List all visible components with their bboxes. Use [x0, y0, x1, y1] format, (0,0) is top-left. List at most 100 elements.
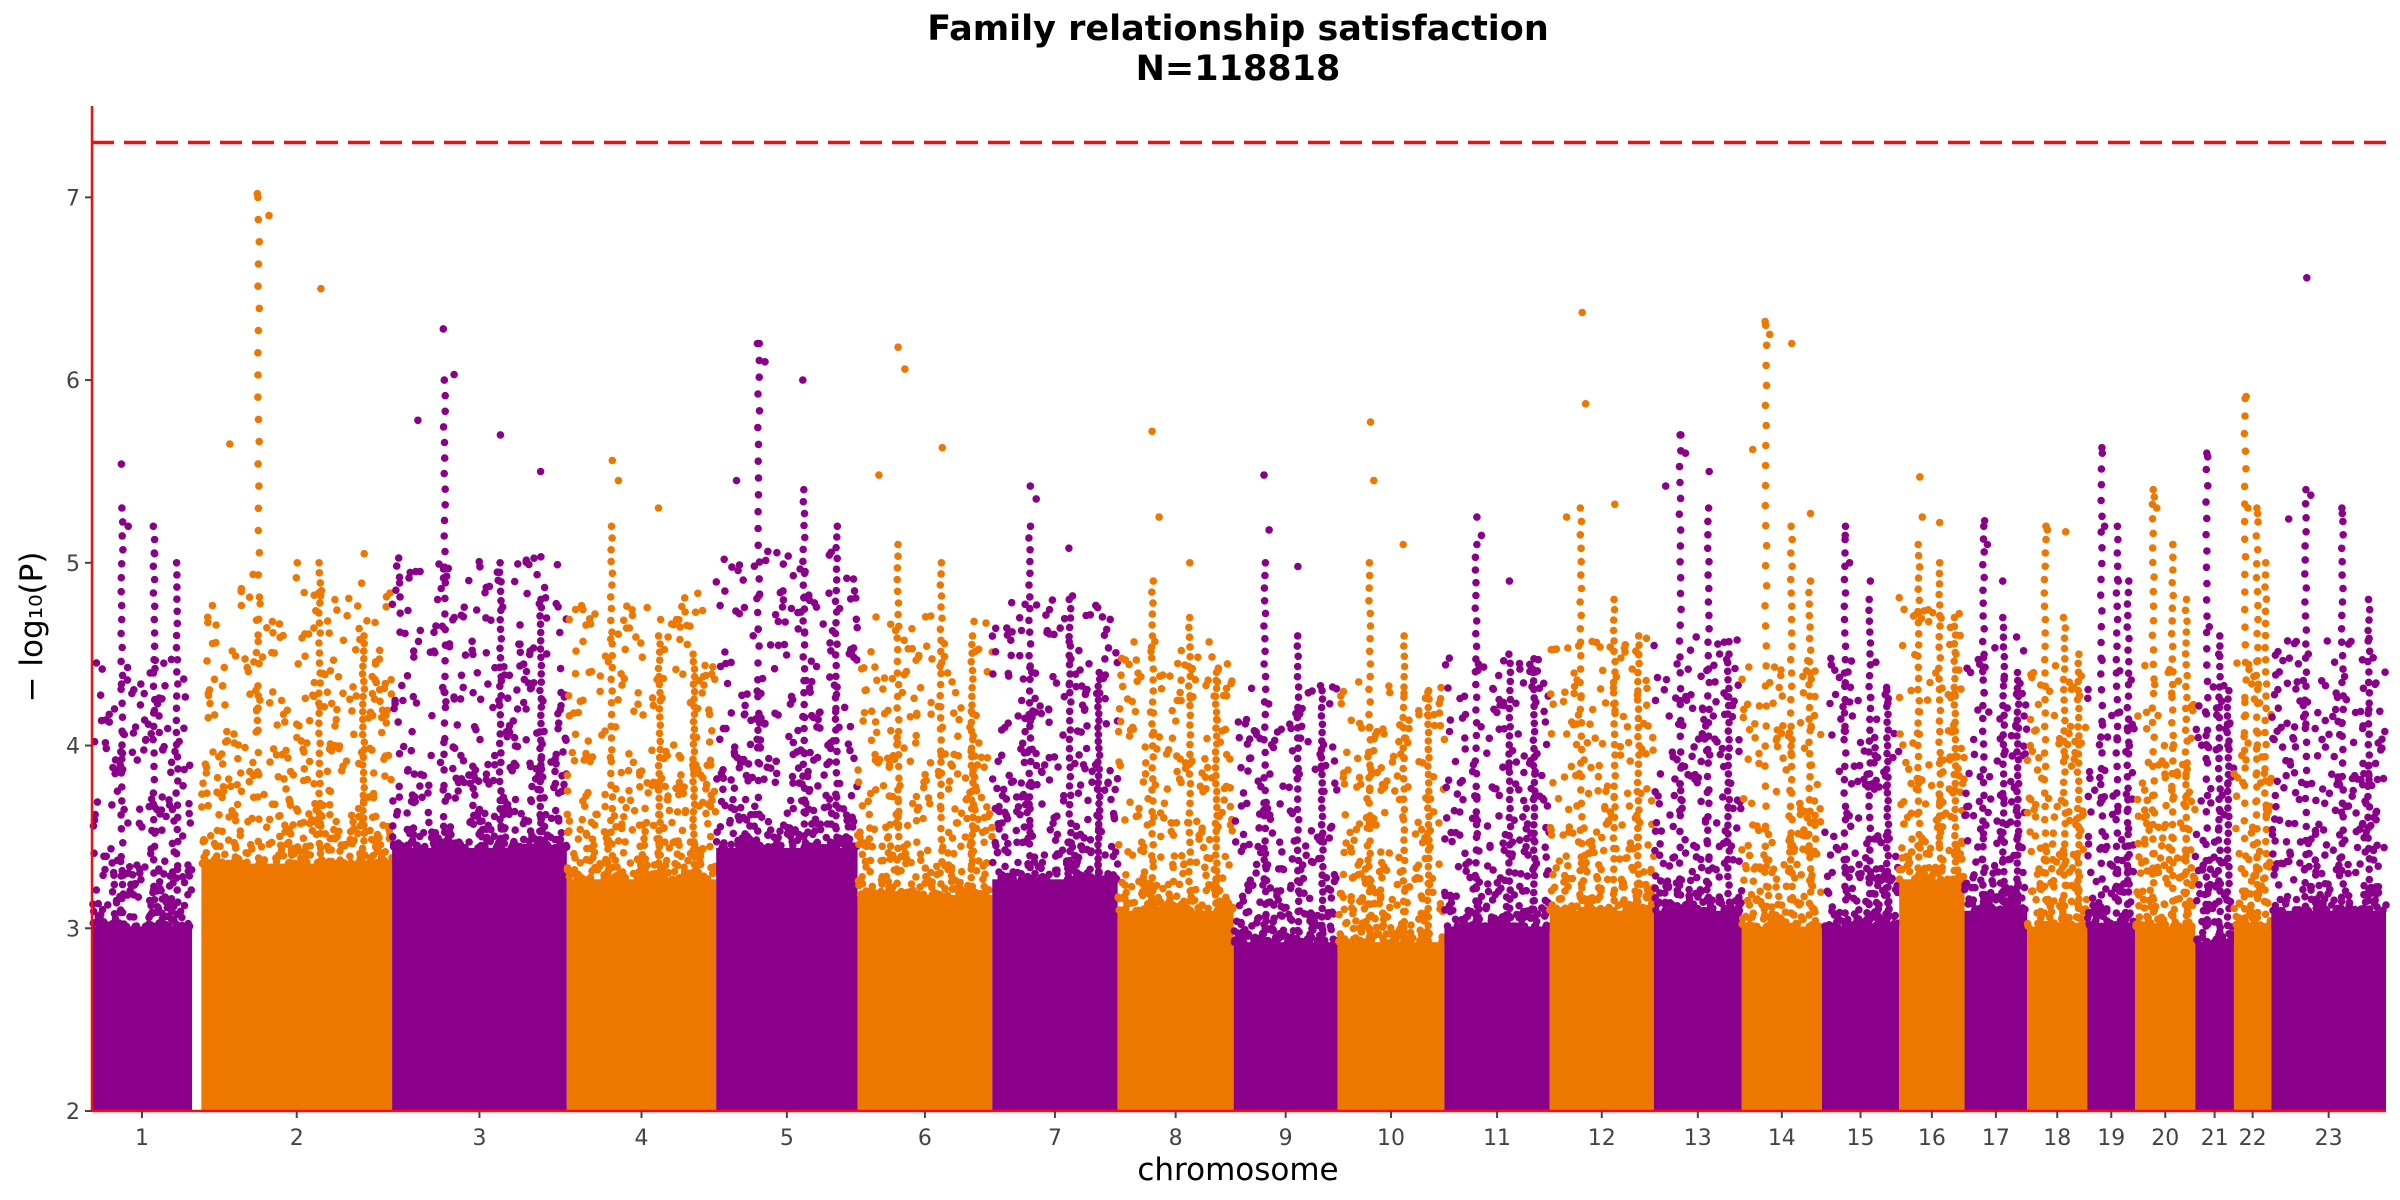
snp-point — [1149, 863, 1158, 871]
snp-point — [1424, 728, 1433, 737]
snp-point — [800, 796, 809, 804]
snp-point — [254, 637, 262, 646]
snp-point — [1711, 678, 1719, 686]
snp-point — [689, 650, 697, 658]
snp-point — [537, 553, 545, 561]
snp-point — [880, 674, 889, 682]
snp-point — [284, 754, 292, 762]
snp-point — [991, 648, 1000, 656]
snp-point — [1131, 707, 1140, 716]
snp-point — [825, 795, 834, 803]
snp-point — [254, 393, 262, 402]
snp-point — [1260, 660, 1268, 668]
snp-point — [1578, 813, 1586, 821]
snp-point — [496, 625, 505, 634]
snp-point — [948, 678, 956, 686]
snp-point — [1594, 787, 1602, 795]
snp-point — [675, 841, 683, 849]
snp-point — [470, 723, 479, 731]
top-snp-point — [150, 549, 159, 558]
snp-point — [1424, 703, 1432, 712]
snp-point — [1530, 812, 1539, 821]
snp-point — [385, 859, 393, 868]
snp-point — [1014, 803, 1023, 811]
snp-point — [643, 603, 651, 612]
snp-point — [813, 838, 822, 847]
snp-point — [536, 786, 545, 794]
snp-point — [410, 770, 419, 778]
snp-point — [1350, 873, 1358, 881]
snp-point — [1359, 919, 1367, 927]
snp-point — [360, 859, 368, 868]
snp-point — [908, 624, 916, 633]
snp-point — [1186, 672, 1195, 681]
snp-point — [1479, 663, 1488, 671]
snp-point — [812, 603, 821, 611]
snp-point — [1166, 672, 1174, 680]
snp-point — [800, 736, 808, 745]
snp-point — [234, 754, 242, 763]
snp-point — [1118, 682, 1127, 691]
snp-point — [988, 832, 996, 841]
top-snp-point — [253, 189, 262, 198]
snp-point — [894, 821, 903, 829]
snp-point — [604, 845, 612, 853]
snp-point — [1506, 677, 1515, 686]
snp-point — [1148, 588, 1156, 596]
snp-point — [1473, 540, 1481, 549]
snp-point — [1116, 717, 1125, 726]
snp-point — [1288, 855, 1297, 863]
snp-point — [887, 726, 895, 735]
snp-point — [997, 726, 1006, 734]
snp-point — [1128, 851, 1137, 859]
snp-point — [654, 859, 663, 867]
snp-point — [1031, 694, 1039, 703]
snp-point — [854, 766, 862, 774]
snp-point — [172, 789, 180, 797]
snp-point — [970, 617, 978, 626]
snp-point — [150, 655, 158, 664]
snp-point — [690, 687, 699, 696]
snp-point — [456, 840, 465, 849]
snp-point — [268, 617, 277, 626]
snp-point — [133, 756, 142, 764]
snp-point — [1075, 646, 1083, 655]
snp-point — [364, 714, 373, 722]
snp-point — [1366, 660, 1375, 668]
snp-point — [868, 842, 877, 851]
snp-point — [832, 758, 841, 766]
snp-point — [149, 589, 158, 597]
snp-point — [323, 688, 332, 696]
snp-point — [893, 891, 902, 899]
snp-point — [1026, 734, 1035, 742]
snp-point — [254, 215, 263, 224]
snp-point — [689, 762, 698, 771]
snp-point — [931, 889, 939, 897]
snp-point — [528, 831, 536, 840]
snp-point — [1587, 837, 1596, 845]
snp-point — [368, 746, 376, 754]
snp-point — [268, 648, 276, 657]
snp-point — [832, 736, 840, 745]
snp-point — [249, 758, 257, 767]
snp-point — [1330, 870, 1339, 879]
snp-point — [150, 775, 159, 784]
snp-point — [626, 859, 635, 867]
snp-point — [865, 835, 874, 843]
snp-point — [1173, 767, 1181, 776]
snp-point — [1635, 879, 1643, 887]
snp-point — [401, 629, 409, 638]
snp-point — [1642, 750, 1650, 758]
chart-subtitle: N=118818 — [1136, 49, 1341, 89]
snp-point — [1186, 721, 1194, 729]
snp-point — [717, 769, 726, 778]
snp-point — [1254, 777, 1262, 785]
top-snp-point — [614, 476, 623, 485]
snp-point — [117, 601, 126, 610]
chromosome-13-points — [1650, 431, 1746, 1111]
snp-point — [825, 758, 834, 766]
snp-point — [608, 746, 616, 754]
snp-point — [563, 787, 572, 795]
snp-point — [431, 829, 440, 837]
snp-point — [1309, 858, 1317, 867]
